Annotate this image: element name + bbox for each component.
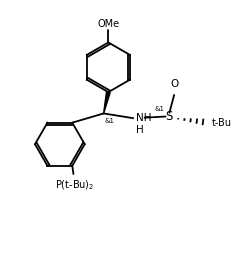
Polygon shape xyxy=(104,92,110,113)
Text: &1: &1 xyxy=(105,118,115,124)
Text: &1: &1 xyxy=(155,106,165,112)
Text: H: H xyxy=(136,125,144,135)
Text: O: O xyxy=(170,79,179,89)
Text: t-Bu: t-Bu xyxy=(211,118,231,128)
Text: P(t-Bu)$_2$: P(t-Bu)$_2$ xyxy=(55,179,94,192)
Text: NH: NH xyxy=(136,113,151,123)
Text: S: S xyxy=(165,110,172,124)
Text: OMe: OMe xyxy=(97,19,119,29)
